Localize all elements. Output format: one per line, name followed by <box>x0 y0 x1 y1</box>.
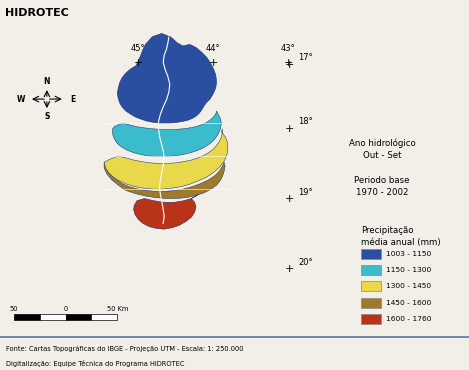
Bar <box>66 314 91 320</box>
Text: 45°: 45° <box>131 44 146 53</box>
Text: +: + <box>134 58 143 68</box>
Bar <box>91 314 117 320</box>
Text: Periodo base
1970 - 2002: Periodo base 1970 - 2002 <box>355 176 410 197</box>
Text: +: + <box>285 265 295 275</box>
Polygon shape <box>113 111 221 157</box>
Bar <box>361 297 381 307</box>
Text: 20°: 20° <box>298 258 313 267</box>
Polygon shape <box>117 33 217 124</box>
Text: Digitalização: Equipe Técnica do Programa HIDROTEC: Digitalização: Equipe Técnica do Program… <box>6 360 184 367</box>
Text: 18°: 18° <box>298 117 313 126</box>
Text: E: E <box>70 95 76 104</box>
Text: +: + <box>285 124 295 134</box>
Text: Fonte: Cartas Topográficas do IBGE - Projeção UTM - Escala: 1: 250.000: Fonte: Cartas Topográficas do IBGE - Pro… <box>6 345 243 352</box>
Text: 17°: 17° <box>298 53 313 62</box>
Text: Precipitação
média anual (mm): Precipitação média anual (mm) <box>361 226 441 246</box>
Text: 1150 - 1300: 1150 - 1300 <box>386 267 431 273</box>
Polygon shape <box>134 192 201 229</box>
Bar <box>361 265 381 275</box>
Text: 1003 - 1150: 1003 - 1150 <box>386 251 431 257</box>
Text: +: + <box>284 58 293 68</box>
Polygon shape <box>104 162 225 199</box>
Text: N: N <box>44 77 50 86</box>
Bar <box>40 314 66 320</box>
Text: 1450 - 1600: 1450 - 1600 <box>386 300 431 306</box>
Text: +: + <box>285 60 295 70</box>
Text: +: + <box>285 194 295 204</box>
Text: 19°: 19° <box>298 188 313 196</box>
Text: 50 Km: 50 Km <box>106 306 128 312</box>
Text: 1600 - 1760: 1600 - 1760 <box>386 316 431 322</box>
Text: 0: 0 <box>63 306 68 312</box>
Text: Ano hidrológico
Out - Set: Ano hidrológico Out - Set <box>349 138 416 160</box>
Bar <box>14 314 40 320</box>
Polygon shape <box>104 129 228 189</box>
Bar <box>361 314 381 324</box>
Text: 1300 - 1450: 1300 - 1450 <box>386 283 431 289</box>
Bar <box>361 249 381 259</box>
Text: HIDROTEC: HIDROTEC <box>5 8 68 18</box>
Text: W: W <box>17 95 25 104</box>
Text: 43°: 43° <box>281 44 296 53</box>
Text: 50: 50 <box>10 306 18 312</box>
Bar <box>361 281 381 291</box>
Text: 44°: 44° <box>206 44 221 53</box>
Text: +: + <box>209 58 218 68</box>
Text: S: S <box>44 112 50 121</box>
